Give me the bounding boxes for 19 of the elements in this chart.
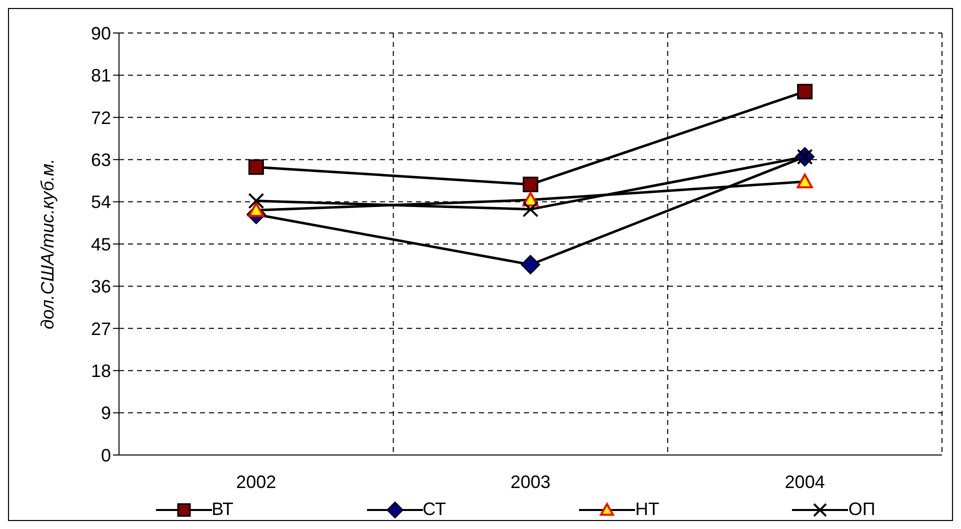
y-tick-label: 18 (90, 360, 111, 381)
x-tick-label: 2004 (784, 472, 825, 492)
legend-label: ВТ (212, 499, 234, 520)
x-tick-label: 2003 (510, 472, 551, 492)
legend-label: ОП (848, 499, 876, 520)
y-tick-label: 27 (90, 318, 111, 339)
y-tick-label: 36 (90, 276, 111, 297)
x-tick-label: 2002 (236, 472, 276, 492)
y-axis-title: дол.США/тис.куб.м. (37, 158, 58, 330)
y-tick-label: 81 (90, 66, 111, 86)
y-tick-label: 72 (90, 108, 111, 128)
y-tick-label: 9 (100, 403, 111, 424)
legend-label: СТ (422, 499, 446, 520)
y-tick-label: 90 (90, 23, 111, 44)
y-tick-label: 63 (90, 150, 111, 170)
legend-label: НТ (635, 499, 660, 520)
y-tick-label: 45 (90, 234, 111, 254)
y-tick-label: 54 (90, 192, 111, 212)
y-tick-label: 0 (100, 445, 111, 466)
